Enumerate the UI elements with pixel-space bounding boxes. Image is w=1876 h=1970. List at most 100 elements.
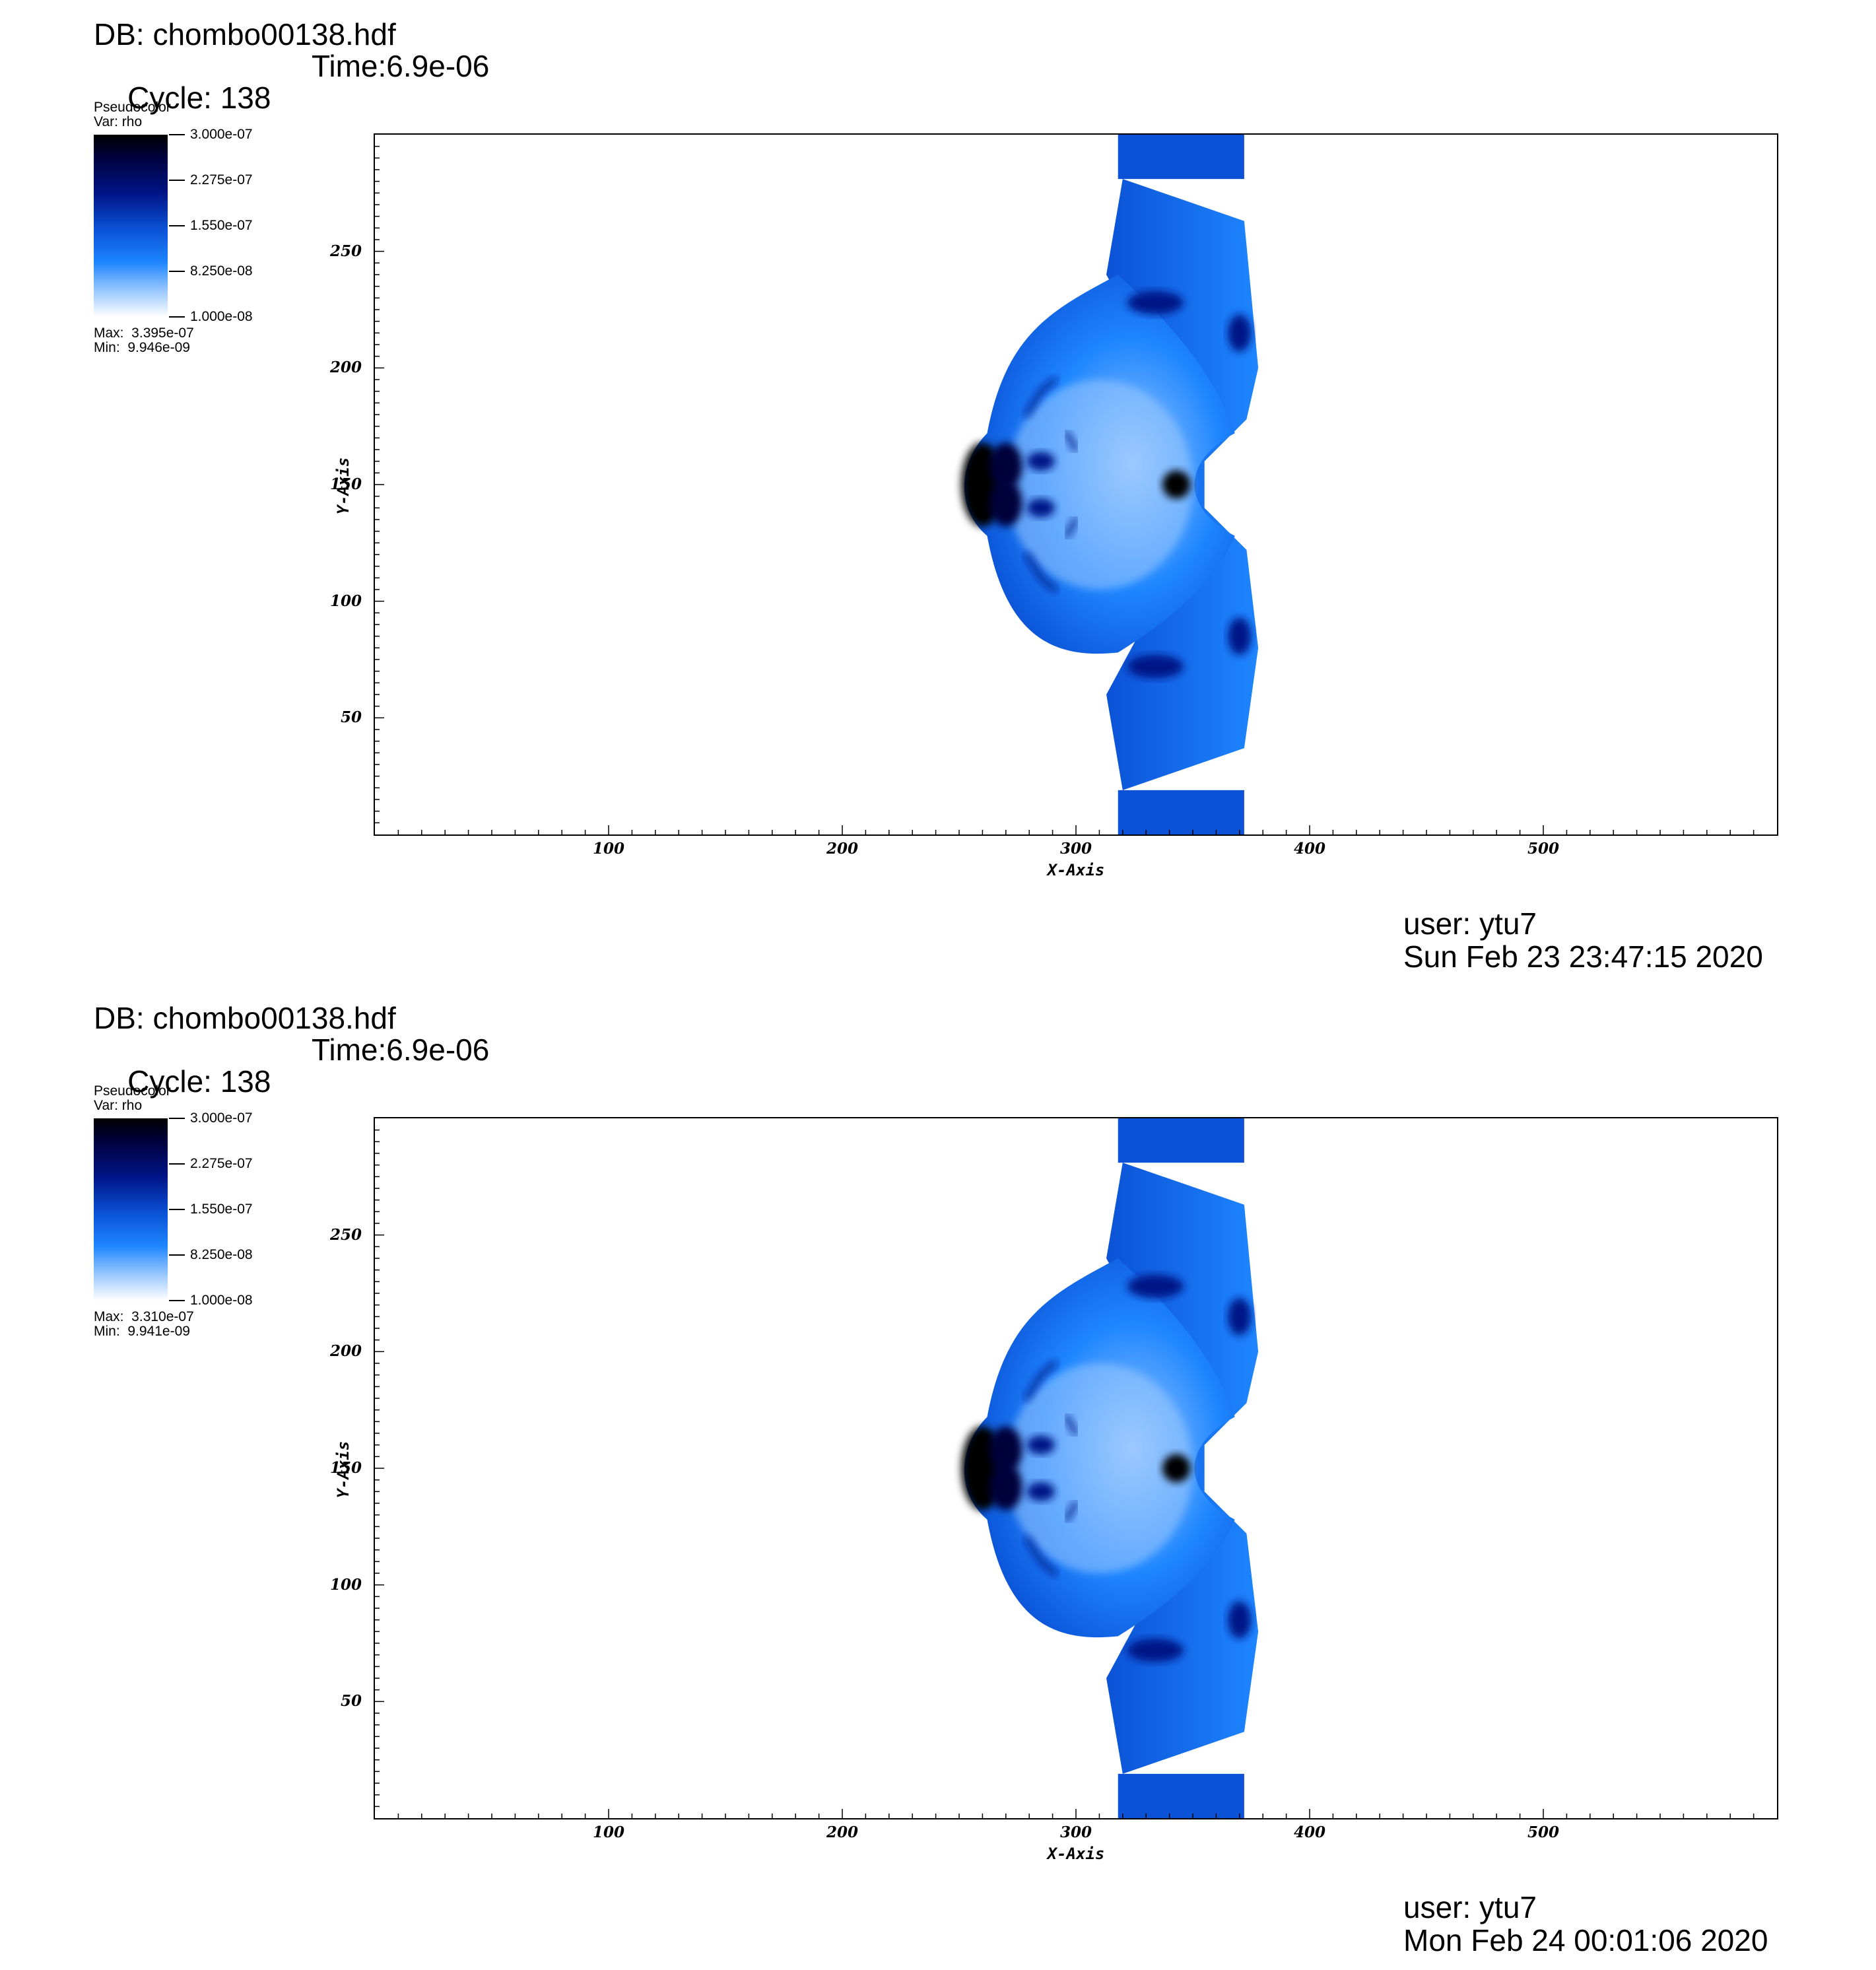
colorbar-tick-label: 1.000e-08	[190, 309, 253, 324]
colorbar-tick-label: 3.000e-07	[190, 127, 253, 142]
density-field	[375, 1118, 1755, 1818]
legend-max: Max: 3.395e-07	[94, 325, 194, 341]
x-tick-label: 200	[826, 840, 858, 858]
database-label: DB: chombo00138.hdf	[94, 17, 396, 51]
band-bottom	[1118, 1773, 1244, 1818]
y-axis-title: Y-Axis	[334, 1441, 352, 1499]
x-tick-label: 300	[1059, 840, 1092, 858]
visualization-window-2: DB: chombo00138.hdf Cycle: 138 Time:6.9e…	[0, 984, 1876, 1967]
x-tick-label: 500	[1527, 1823, 1559, 1841]
colorbar-tick	[169, 1163, 185, 1165]
cycle-time-label: Cycle: 138 Time:6.9e-06	[94, 1034, 489, 1161]
filament	[1024, 552, 1057, 592]
x-tick-label: 500	[1527, 840, 1559, 858]
cycle-label: Cycle: 138	[127, 1064, 271, 1099]
date-label: Sun Feb 23 23:47:15 2020	[1403, 939, 1763, 974]
user-label: user: ytu7	[1403, 906, 1537, 941]
band-top	[1118, 135, 1244, 180]
bubble-core	[1005, 1363, 1193, 1573]
dense-region	[1162, 1454, 1191, 1483]
plot-area	[374, 1117, 1778, 1819]
dense-region	[1026, 1435, 1055, 1454]
colorbar-tick-label: 3.000e-07	[190, 1110, 253, 1126]
y-tick-label: 200	[329, 358, 362, 377]
colorbar-tick	[169, 271, 185, 272]
colorbar-tick	[169, 1300, 185, 1301]
colorbar	[94, 135, 168, 317]
legend-plot-type: Pseudocolor	[94, 1083, 171, 1099]
band-top	[1118, 1118, 1244, 1163]
dense-region	[1228, 1601, 1252, 1639]
colorbar-tick-label: 1.550e-07	[190, 218, 253, 233]
colorbar-tick	[169, 225, 185, 226]
dense-region	[1228, 1298, 1252, 1336]
database-label: DB: chombo00138.hdf	[94, 1001, 396, 1035]
colorbar-tick	[169, 134, 185, 135]
x-axis-title: X-Axis	[1047, 1845, 1105, 1863]
dense-region	[989, 442, 1022, 490]
legend-plot-type: Pseudocolor	[94, 100, 171, 115]
legend-variable: Var: rho	[94, 114, 143, 129]
colorbar-tick-label: 8.250e-08	[190, 1247, 253, 1262]
colorbar-tick-label: 1.550e-07	[190, 1202, 253, 1217]
colorbar-tick	[169, 316, 185, 318]
filament	[1064, 1414, 1079, 1436]
filament	[1024, 377, 1057, 417]
plot-area	[374, 133, 1778, 836]
dense-region	[1026, 1482, 1055, 1501]
filament	[1024, 1361, 1057, 1401]
colorbar-tick	[169, 1118, 185, 1119]
colorbar-tick-label: 8.250e-08	[190, 263, 253, 279]
x-tick-label: 200	[826, 1823, 858, 1841]
y-tick-label: 200	[329, 1342, 362, 1361]
dense-region	[1162, 470, 1191, 499]
filament	[1064, 430, 1079, 452]
filament	[1064, 517, 1079, 539]
band-bottom	[1118, 790, 1244, 834]
y-tick-label: 100	[329, 592, 362, 610]
colorbar-tick	[169, 1254, 185, 1256]
dense-region	[1127, 1274, 1184, 1299]
colorbar	[94, 1118, 168, 1301]
y-tick-label: 50	[340, 1692, 362, 1711]
dense-region	[1228, 617, 1252, 655]
dense-region	[1026, 452, 1055, 471]
x-tick-label: 400	[1293, 1823, 1325, 1841]
y-tick-label: 50	[340, 708, 362, 727]
y-tick-label: 250	[329, 242, 362, 260]
legend-min: Min: 9.941e-09	[94, 1324, 190, 1339]
dense-region	[1026, 498, 1055, 518]
visualization-window-1: DB: chombo00138.hdf Cycle: 138 Time:6.9e…	[0, 0, 1876, 984]
y-tick-label: 150	[329, 1459, 362, 1477]
dense-region	[1127, 290, 1184, 315]
user-label: user: ytu7	[1403, 1890, 1537, 1924]
x-tick-label: 300	[1059, 1823, 1092, 1841]
colorbar-tick	[169, 1209, 185, 1210]
dense-region	[1228, 314, 1252, 352]
x-axis-title: X-Axis	[1047, 861, 1105, 879]
colorbar-tick	[169, 180, 185, 181]
legend-min: Min: 9.946e-09	[94, 340, 190, 355]
colorbar-tick-label: 1.000e-08	[190, 1293, 253, 1308]
dense-region	[989, 1426, 1022, 1474]
x-tick-label: 100	[592, 840, 624, 858]
cycle-label: Cycle: 138	[127, 81, 271, 115]
legend-max: Max: 3.310e-07	[94, 1309, 194, 1324]
dense-region	[1127, 654, 1184, 679]
dense-region	[989, 1463, 1022, 1511]
density-field	[375, 135, 1755, 834]
time-label: Time:6.9e-06	[312, 49, 490, 83]
y-tick-label: 100	[329, 1575, 362, 1594]
filament	[1024, 1536, 1057, 1576]
time-label: Time:6.9e-06	[312, 1033, 490, 1067]
dense-region	[989, 479, 1022, 527]
cycle-time-label: Cycle: 138 Time:6.9e-06	[94, 50, 489, 177]
y-tick-label: 150	[329, 475, 362, 493]
y-tick-label: 250	[329, 1225, 362, 1244]
y-axis-title: Y-Axis	[334, 457, 352, 515]
x-tick-label: 100	[592, 1823, 624, 1841]
date-label: Mon Feb 24 00:01:06 2020	[1403, 1923, 1768, 1957]
filament	[1064, 1501, 1079, 1522]
dense-region	[1127, 1638, 1184, 1662]
bubble-core	[1005, 380, 1193, 590]
